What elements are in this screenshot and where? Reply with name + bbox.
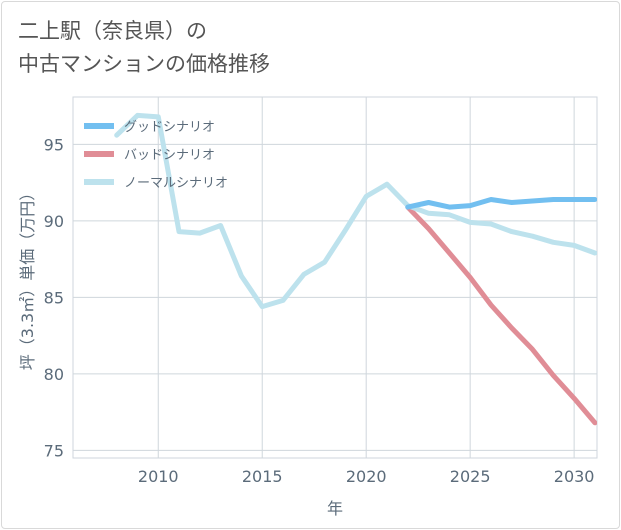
x-tick-label: 2025 [450, 467, 491, 486]
series-line-1 [405, 204, 597, 426]
title-line-1: 二上駅（奈良県）の [18, 19, 207, 43]
title-line-2: 中古マンションの価格推移 [18, 52, 270, 76]
x-tick-label: 2015 [242, 467, 283, 486]
series-line-2 [114, 112, 597, 310]
x-axis-label: 年 [327, 499, 343, 518]
x-tick-label: 2010 [138, 467, 179, 486]
chart-title: 二上駅（奈良県）の 中古マンションの価格推移 [18, 15, 270, 81]
y-tick-label: 75 [44, 441, 64, 460]
legend-label: ノーマルシナリオ [124, 176, 228, 191]
series-group [114, 112, 597, 426]
plot-area [72, 96, 598, 459]
y-tick-label: 80 [44, 365, 64, 384]
x-tick-label: 2030 [554, 467, 595, 486]
y-tick-label: 95 [44, 135, 64, 154]
y-tick-label: 85 [44, 288, 64, 307]
legend-label: バッドシナリオ [124, 148, 215, 163]
y-tick-label: 90 [44, 212, 64, 231]
x-tick-label: 2020 [346, 467, 387, 486]
series-line-0 [405, 197, 597, 210]
y-axis-label: 坪（3.3㎡）単価（万円） [18, 185, 37, 370]
legend-label: グッドシナリオ [124, 120, 215, 135]
